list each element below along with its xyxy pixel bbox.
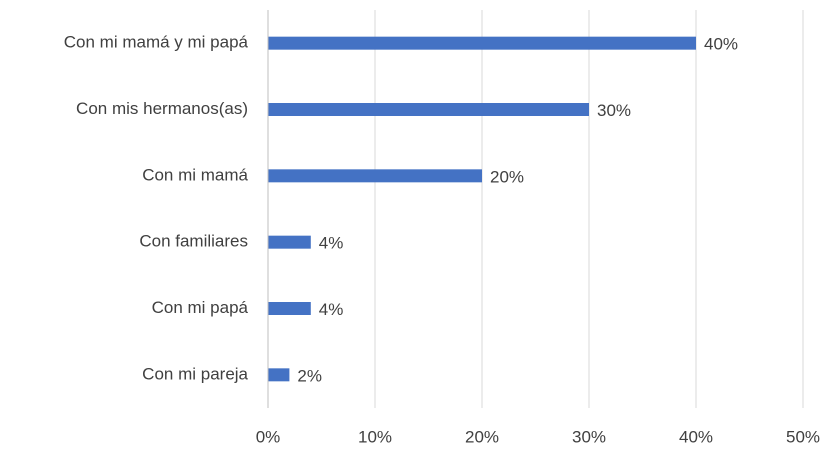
y-tick-label: Con mi pareja — [142, 364, 248, 383]
bar — [268, 169, 482, 183]
data-label: 4% — [319, 234, 344, 253]
x-tick-label: 0% — [256, 427, 281, 446]
data-label: 40% — [704, 35, 738, 54]
data-label: 2% — [297, 366, 322, 385]
y-tick-label: Con mi mamá y mi papá — [64, 33, 249, 52]
y-tick-label: Con mi mamá — [142, 165, 248, 184]
bar — [268, 368, 290, 382]
bar — [268, 36, 696, 50]
x-tick-label: 30% — [572, 427, 606, 446]
x-tick-label: 40% — [679, 427, 713, 446]
bar — [268, 302, 311, 315]
x-tick-label: 10% — [358, 427, 392, 446]
y-tick-label: Con mi papá — [152, 298, 249, 317]
bar — [268, 103, 589, 116]
x-tick-label: 50% — [786, 427, 820, 446]
bar — [268, 235, 311, 249]
y-tick-label: Con familiares — [139, 232, 248, 251]
x-tick-label: 20% — [465, 427, 499, 446]
data-label: 20% — [490, 167, 524, 186]
data-label: 4% — [319, 300, 344, 319]
data-label: 30% — [597, 101, 631, 120]
y-tick-label: Con mis hermanos(as) — [76, 99, 248, 118]
